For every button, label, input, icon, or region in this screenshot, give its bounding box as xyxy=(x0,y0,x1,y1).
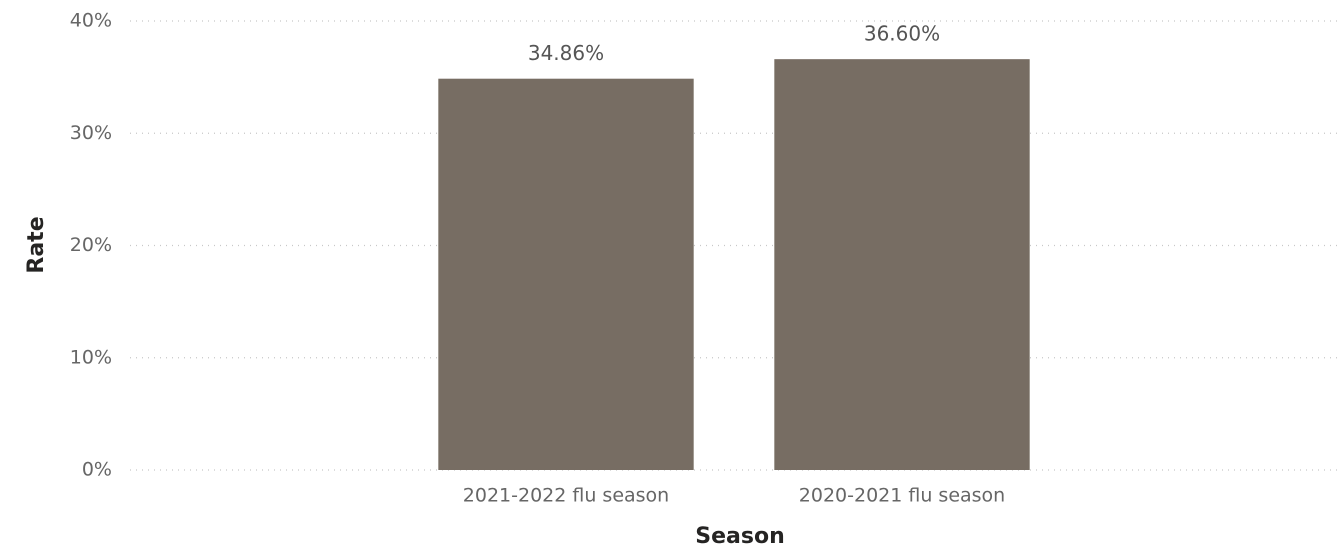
data-label: 36.60% xyxy=(864,22,940,46)
x-tick-label: 2021-2022 flu season xyxy=(463,485,669,507)
y-tick-label: 0% xyxy=(82,459,112,481)
bar xyxy=(438,78,694,470)
y-tick-label: 40% xyxy=(70,10,112,32)
y-tick-label: 20% xyxy=(70,234,112,256)
y-tick-label: 30% xyxy=(70,122,112,144)
x-axis-title: Season xyxy=(695,524,784,549)
x-tick-label: 2020-2021 flu season xyxy=(799,485,1005,507)
y-tick-label: 10% xyxy=(70,346,112,368)
y-axis-title: Rate xyxy=(24,216,49,273)
bar xyxy=(774,59,1030,470)
data-label: 34.86% xyxy=(528,41,604,65)
